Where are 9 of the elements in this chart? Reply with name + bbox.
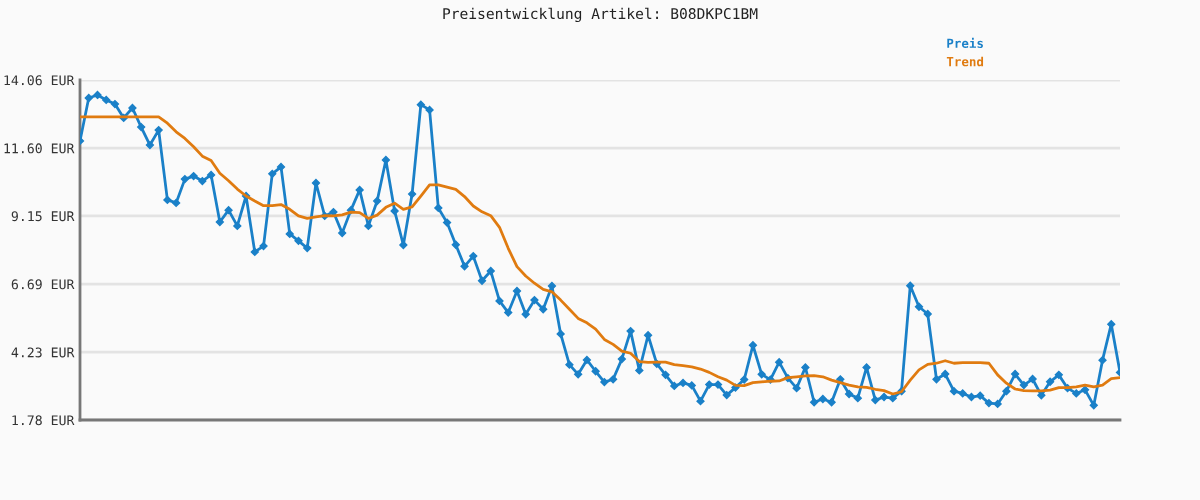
y-tick-label: 6.69 EUR bbox=[11, 279, 75, 290]
chart-title: Preisentwicklung Artikel: B08DKPC1BM bbox=[443, 7, 758, 23]
y-tick-label: 4.23 EUR bbox=[11, 347, 75, 358]
y-tick-label: 1.78 EUR bbox=[12, 415, 75, 426]
y-tick-label: 14.06 EUR bbox=[4, 75, 75, 86]
text: Preis bbox=[947, 37, 983, 48]
y-tick-label: 9.15 EUR bbox=[11, 211, 75, 222]
y-tick-label: 11.60 EUR bbox=[4, 143, 75, 154]
text: Trend bbox=[946, 56, 984, 67]
